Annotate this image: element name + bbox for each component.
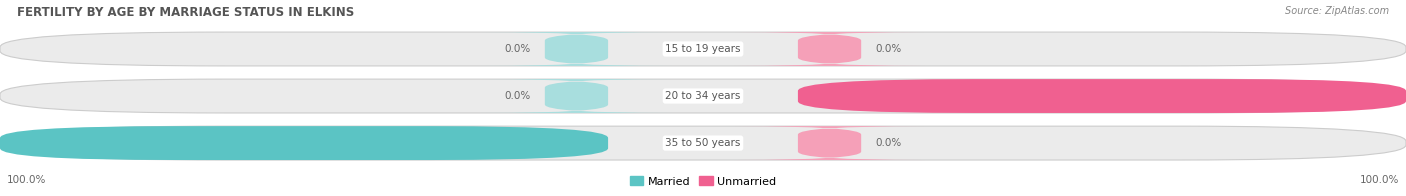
FancyBboxPatch shape [734,32,925,66]
Legend: Married, Unmarried: Married, Unmarried [626,172,780,191]
FancyBboxPatch shape [799,79,1406,113]
Text: 0.0%: 0.0% [505,91,531,101]
FancyBboxPatch shape [0,126,609,160]
Text: 15 to 19 years: 15 to 19 years [665,44,741,54]
Text: 0.0%: 0.0% [875,138,901,148]
Text: 100.0%: 100.0% [1360,175,1399,185]
FancyBboxPatch shape [0,79,1406,113]
Text: 100.0%: 100.0% [7,175,46,185]
Text: 0.0%: 0.0% [875,44,901,54]
FancyBboxPatch shape [0,126,1406,160]
Text: Source: ZipAtlas.com: Source: ZipAtlas.com [1285,6,1389,16]
Text: FERTILITY BY AGE BY MARRIAGE STATUS IN ELKINS: FERTILITY BY AGE BY MARRIAGE STATUS IN E… [17,6,354,19]
Text: 35 to 50 years: 35 to 50 years [665,138,741,148]
Text: 0.0%: 0.0% [505,44,531,54]
FancyBboxPatch shape [481,32,672,66]
FancyBboxPatch shape [481,79,672,113]
Text: 20 to 34 years: 20 to 34 years [665,91,741,101]
FancyBboxPatch shape [0,32,1406,66]
FancyBboxPatch shape [734,126,925,160]
